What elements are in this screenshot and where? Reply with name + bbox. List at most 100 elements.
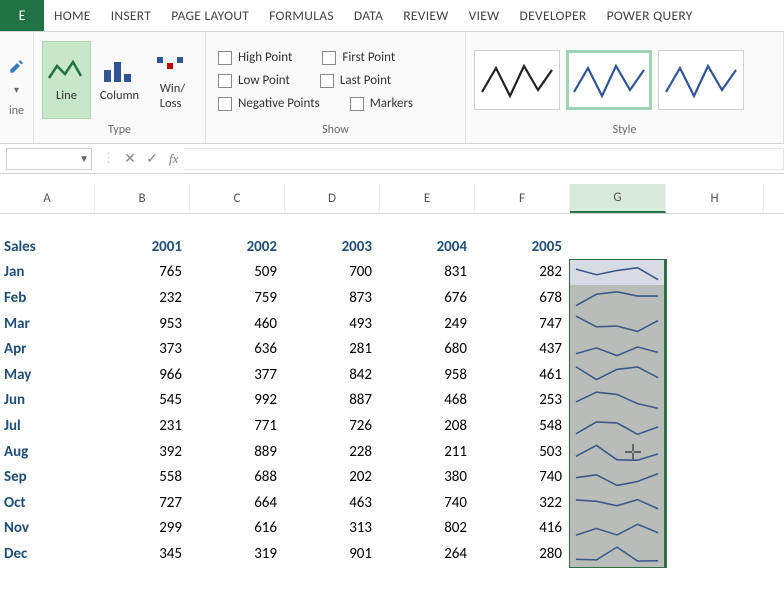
sparkline-cell[interactable] xyxy=(570,311,666,337)
file-tab[interactable]: E xyxy=(0,0,44,31)
fx-icon[interactable]: fx xyxy=(163,151,184,167)
column-header-C[interactable]: C xyxy=(190,184,285,213)
sparkline-cell[interactable] xyxy=(570,490,666,516)
data-cell[interactable]: 322 xyxy=(475,490,570,516)
tab-insert[interactable]: INSERT xyxy=(101,0,162,31)
column-header-H[interactable]: H xyxy=(666,184,764,213)
table-header-year[interactable]: 2004 xyxy=(380,234,475,260)
sparkline-type-column[interactable]: Column xyxy=(95,41,144,119)
sparkline-cell[interactable] xyxy=(570,516,666,542)
data-cell[interactable]: 460 xyxy=(190,311,285,337)
check-last-point[interactable]: Last Point xyxy=(320,73,391,88)
data-cell[interactable]: 299 xyxy=(95,516,190,542)
data-cell[interactable]: 616 xyxy=(190,516,285,542)
tab-power-query[interactable]: POWER QUERY xyxy=(597,0,703,31)
sparkline-cell[interactable] xyxy=(570,464,666,490)
tab-review[interactable]: REVIEW xyxy=(393,0,458,31)
sparkline-cell[interactable] xyxy=(570,260,666,286)
check-negative-points[interactable]: Negative Points xyxy=(218,96,320,111)
data-cell[interactable]: 509 xyxy=(190,260,285,286)
row-label[interactable]: Sep xyxy=(0,464,95,490)
row-label[interactable]: Feb xyxy=(0,285,95,311)
tab-formulas[interactable]: FORMULAS xyxy=(259,0,344,31)
data-cell[interactable]: 548 xyxy=(475,413,570,439)
tab-home[interactable]: HOME xyxy=(44,0,101,31)
data-cell[interactable]: 345 xyxy=(95,541,190,567)
data-cell[interactable]: 437 xyxy=(475,336,570,362)
enter-icon[interactable]: ✓ xyxy=(141,150,163,167)
column-header-B[interactable]: B xyxy=(95,184,190,213)
data-cell[interactable]: 253 xyxy=(475,388,570,414)
data-cell[interactable]: 228 xyxy=(285,439,380,465)
data-cell[interactable]: 740 xyxy=(380,490,475,516)
column-header-D[interactable]: D xyxy=(285,184,380,213)
sparkline-cell[interactable] xyxy=(570,336,666,362)
check-high-point[interactable]: High Point xyxy=(218,50,292,65)
sparkline-type-winloss[interactable]: Win/Loss xyxy=(148,41,197,119)
sparkline-style-black[interactable] xyxy=(474,50,560,110)
data-cell[interactable]: 700 xyxy=(285,260,380,286)
sparkline-cell[interactable] xyxy=(570,285,666,311)
column-header-F[interactable]: F xyxy=(475,184,570,213)
data-cell[interactable]: 740 xyxy=(475,464,570,490)
data-cell[interactable]: 377 xyxy=(190,362,285,388)
table-header-year[interactable]: 2003 xyxy=(285,234,380,260)
data-cell[interactable]: 416 xyxy=(475,516,570,542)
data-cell[interactable]: 771 xyxy=(190,413,285,439)
data-cell[interactable]: 313 xyxy=(285,516,380,542)
data-cell[interactable]: 202 xyxy=(285,464,380,490)
data-cell[interactable]: 264 xyxy=(380,541,475,567)
edit-data-icon[interactable] xyxy=(8,57,26,75)
sparkline-cell[interactable] xyxy=(570,388,666,414)
data-cell[interactable]: 636 xyxy=(190,336,285,362)
cancel-icon[interactable]: ✕ xyxy=(119,150,141,167)
data-cell[interactable]: 249 xyxy=(380,311,475,337)
data-cell[interactable]: 802 xyxy=(380,516,475,542)
data-cell[interactable]: 231 xyxy=(95,413,190,439)
data-cell[interactable]: 319 xyxy=(190,541,285,567)
data-cell[interactable]: 676 xyxy=(380,285,475,311)
data-cell[interactable]: 232 xyxy=(95,285,190,311)
data-cell[interactable]: 953 xyxy=(95,311,190,337)
sparkline-style-blue[interactable] xyxy=(658,50,744,110)
data-cell[interactable]: 966 xyxy=(95,362,190,388)
table-header-sales[interactable]: Sales xyxy=(0,234,95,260)
data-cell[interactable]: 211 xyxy=(380,439,475,465)
sparkline-type-line[interactable]: Line xyxy=(42,41,91,119)
data-cell[interactable]: 461 xyxy=(475,362,570,388)
data-cell[interactable]: 468 xyxy=(380,388,475,414)
data-cell[interactable]: 887 xyxy=(285,388,380,414)
data-cell[interactable]: 726 xyxy=(285,413,380,439)
data-cell[interactable]: 678 xyxy=(475,285,570,311)
data-cell[interactable]: 282 xyxy=(475,260,570,286)
check-markers[interactable]: Markers xyxy=(350,96,413,111)
data-cell[interactable]: 664 xyxy=(190,490,285,516)
data-cell[interactable]: 873 xyxy=(285,285,380,311)
data-cell[interactable]: 759 xyxy=(190,285,285,311)
sparkline-cell[interactable] xyxy=(570,439,666,465)
column-header-A[interactable]: A xyxy=(0,184,95,213)
data-cell[interactable]: 747 xyxy=(475,311,570,337)
row-label[interactable]: Aug xyxy=(0,439,95,465)
tab-data[interactable]: DATA xyxy=(344,0,393,31)
data-cell[interactable]: 208 xyxy=(380,413,475,439)
dropdown-icon[interactable]: ▼ xyxy=(79,152,89,165)
data-cell[interactable]: 901 xyxy=(285,541,380,567)
sparkline-cell[interactable] xyxy=(570,413,666,439)
sparkline-cell[interactable] xyxy=(570,362,666,388)
data-cell[interactable]: 842 xyxy=(285,362,380,388)
row-label[interactable]: Nov xyxy=(0,516,95,542)
data-cell[interactable]: 765 xyxy=(95,260,190,286)
table-header-year[interactable]: 2001 xyxy=(95,234,190,260)
data-cell[interactable]: 831 xyxy=(380,260,475,286)
data-cell[interactable]: 992 xyxy=(190,388,285,414)
data-cell[interactable]: 558 xyxy=(95,464,190,490)
data-cell[interactable]: 493 xyxy=(285,311,380,337)
tab-developer[interactable]: DEVELOPER xyxy=(510,0,597,31)
check-first-point[interactable]: First Point xyxy=(322,50,395,65)
table-header-year[interactable]: 2002 xyxy=(190,234,285,260)
row-label[interactable]: Jun xyxy=(0,388,95,414)
column-header-E[interactable]: E xyxy=(380,184,475,213)
sparkline-style-blue-sel[interactable] xyxy=(566,50,652,110)
tab-page-layout[interactable]: PAGE LAYOUT xyxy=(161,0,259,31)
